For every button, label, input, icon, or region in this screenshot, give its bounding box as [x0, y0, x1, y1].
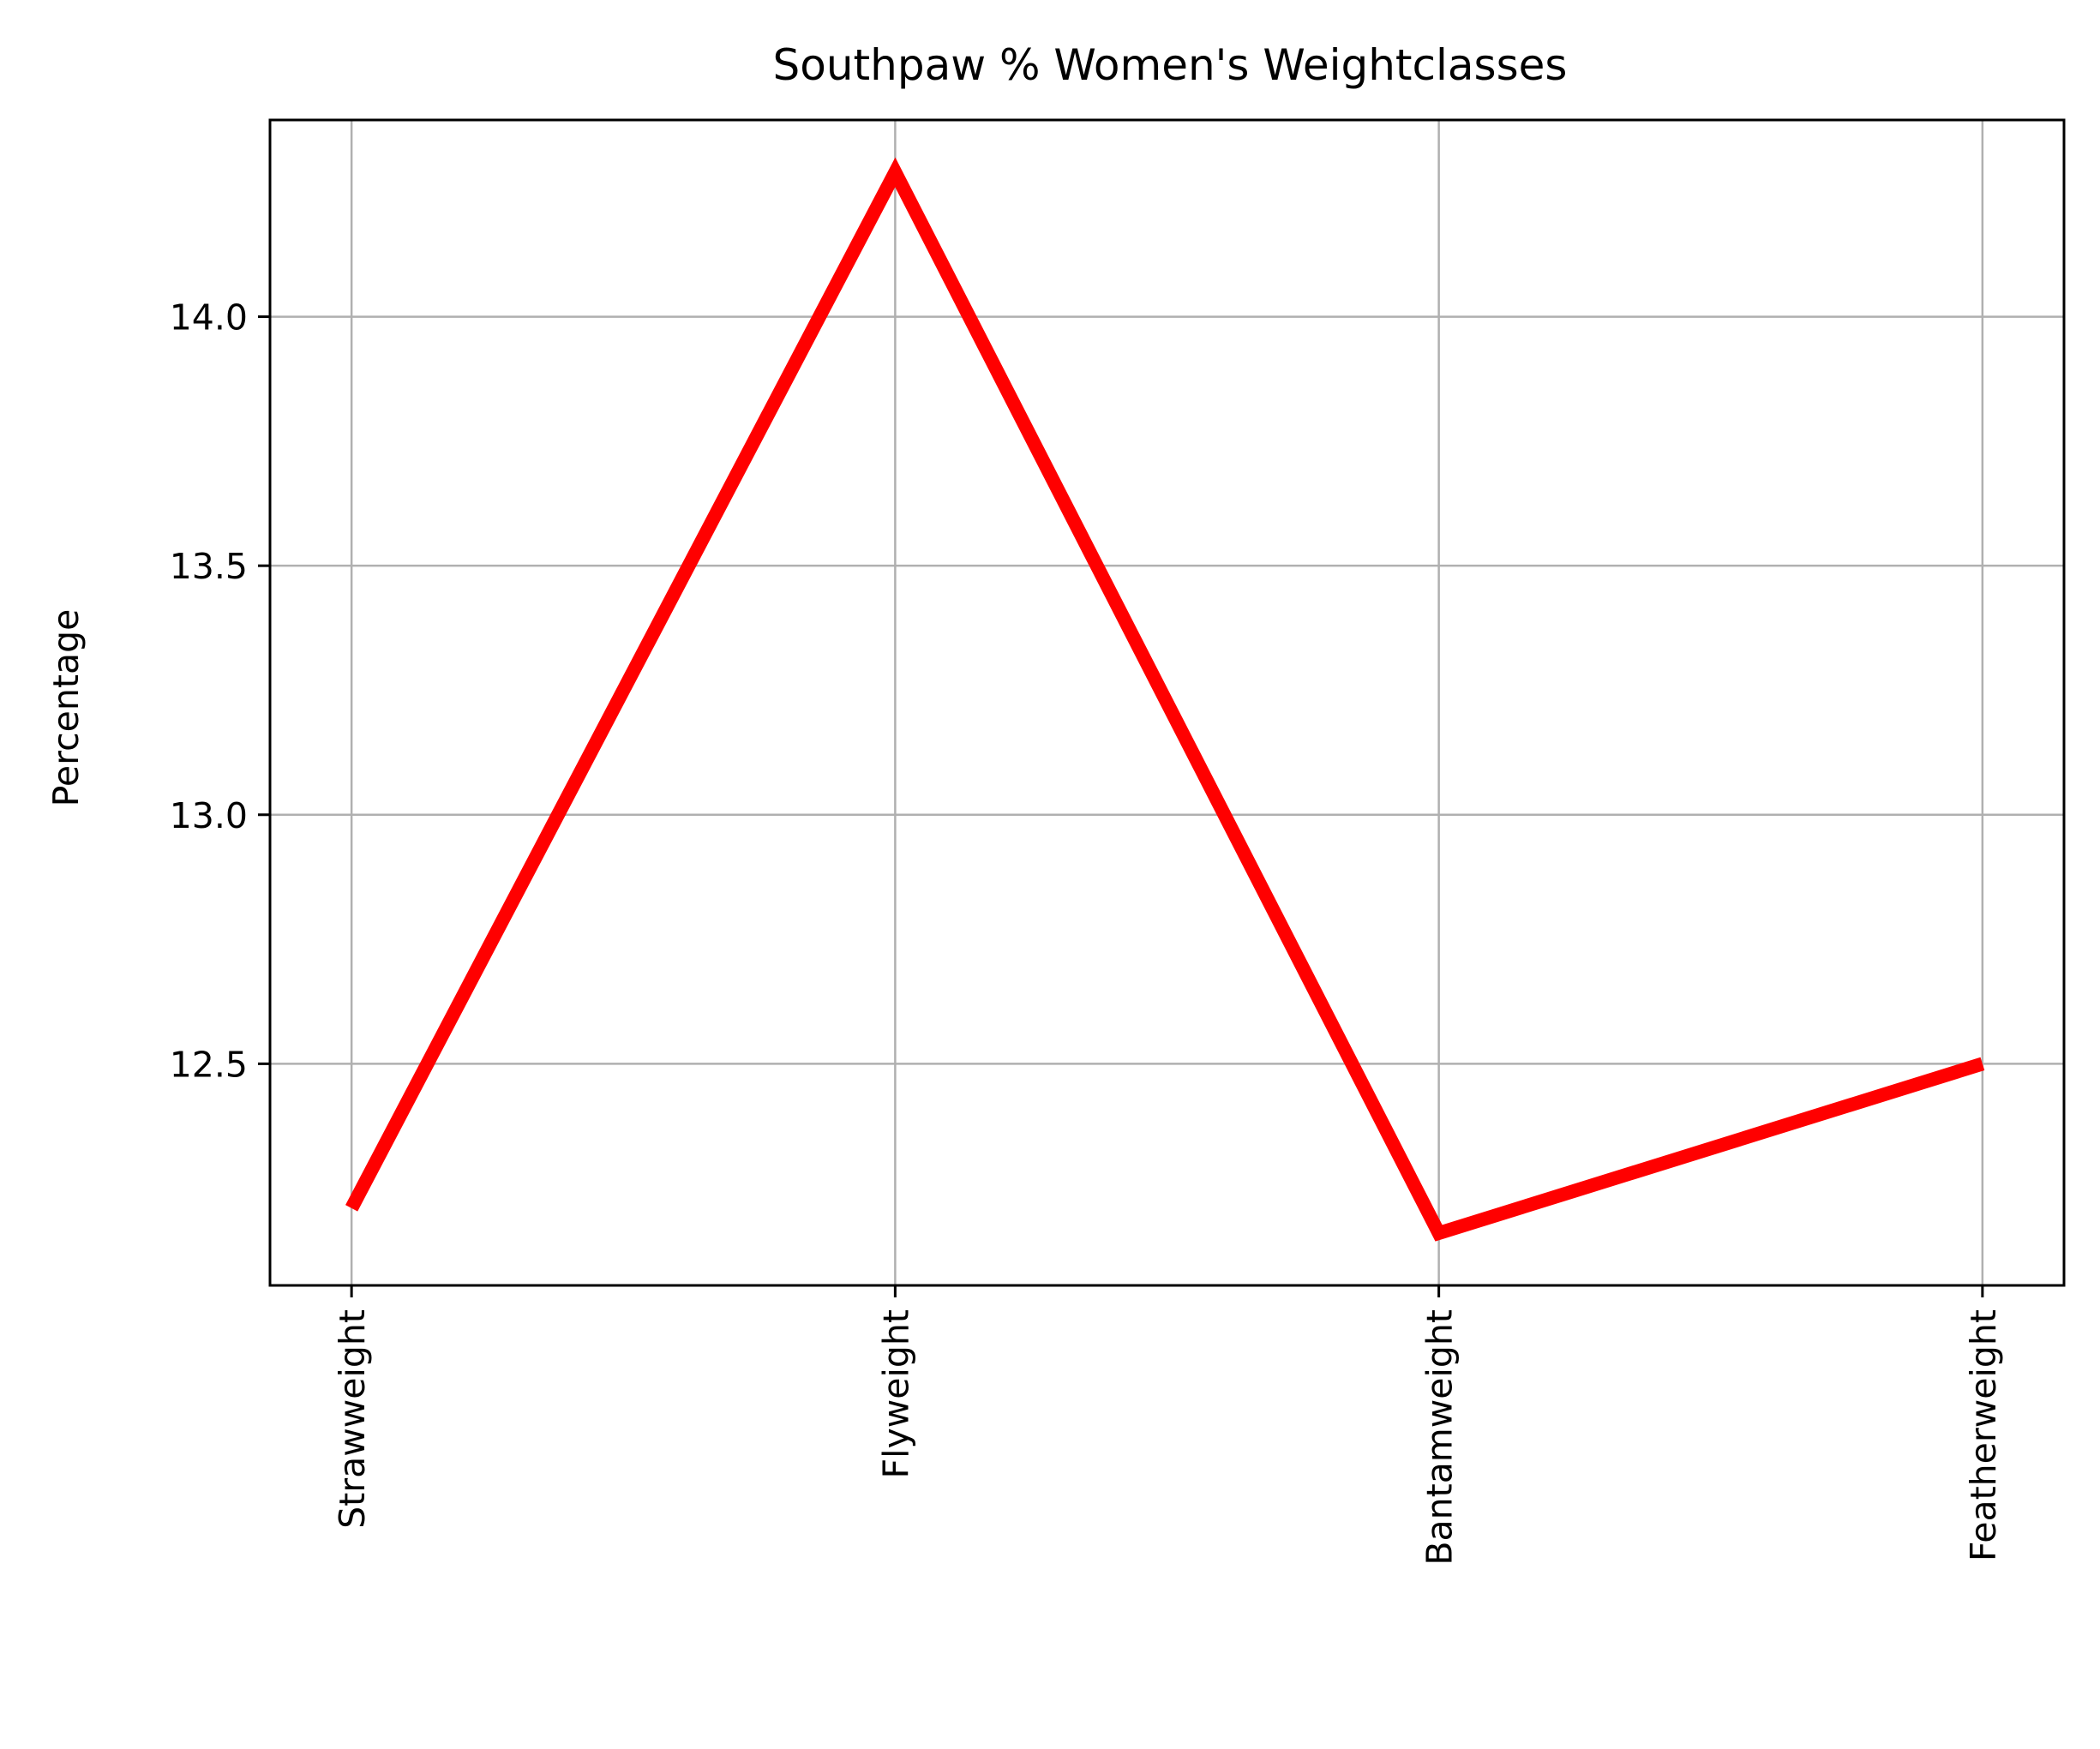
- axis-ticks: Strawweight Flyweight Bantamweight Featherw…: [170, 297, 2004, 1566]
- y-tick-label: 13.0: [170, 795, 248, 836]
- series-line: [345, 157, 1985, 1242]
- x-tick-label: Featherweight: [1963, 1309, 2004, 1561]
- y-tick-label: 13.5: [170, 546, 248, 587]
- chart-title: Southpaw % Women's Weightclasses: [773, 40, 1568, 90]
- plot-area: [345, 157, 1985, 1242]
- y-axis-label: Percentage: [45, 609, 87, 807]
- y-tick-label: 12.5: [170, 1044, 248, 1085]
- grid-lines: [270, 120, 2064, 1285]
- axes-frame: [268, 118, 2066, 1287]
- x-tick-label: Strawweight: [332, 1309, 373, 1529]
- x-tick-label: Bantamweight: [1419, 1309, 1461, 1566]
- x-tick-label: Flyweight: [875, 1309, 916, 1478]
- y-tick-label: 14.0: [170, 297, 248, 338]
